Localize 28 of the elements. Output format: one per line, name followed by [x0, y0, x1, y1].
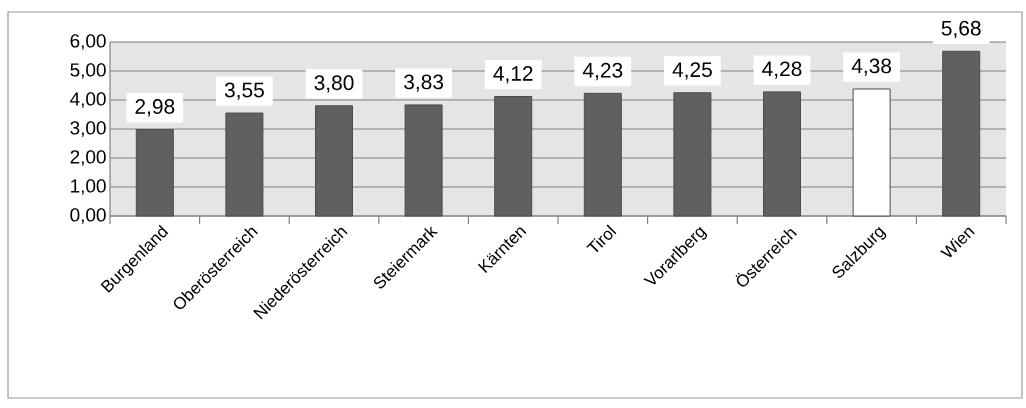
bar: [315, 105, 354, 217]
bar: [494, 96, 533, 217]
data-label: 4,28: [762, 61, 802, 79]
y-tick-label: 0,00: [70, 208, 106, 224]
data-label: 4,12: [493, 66, 533, 84]
data-label: 5,68: [941, 20, 981, 39]
y-tick-label: 4,00: [70, 92, 106, 108]
bar: [942, 50, 981, 217]
data-label: 3,80: [314, 75, 354, 93]
y-tick-label: 1,00: [71, 179, 106, 195]
bar: [763, 91, 802, 217]
data-label: 3,83: [404, 74, 444, 92]
y-tick-label: 6,00: [70, 34, 106, 50]
bar: [852, 88, 891, 217]
bar: [673, 92, 712, 217]
data-label: 2,98: [135, 99, 175, 117]
y-tick-label: 2,00: [70, 150, 106, 166]
y-tick-label: 3,00: [70, 121, 106, 137]
data-label: 4,38: [851, 58, 892, 76]
data-label: 4,23: [582, 62, 623, 81]
data-label: 4,25: [672, 62, 712, 80]
bar: [404, 104, 443, 217]
bar: [225, 112, 264, 217]
y-tick-label: 5,00: [70, 63, 106, 79]
bar: [583, 92, 622, 217]
data-label: 3,55: [224, 82, 264, 100]
x-tick-label: Tirol: [586, 224, 617, 253]
bar: [135, 129, 174, 217]
